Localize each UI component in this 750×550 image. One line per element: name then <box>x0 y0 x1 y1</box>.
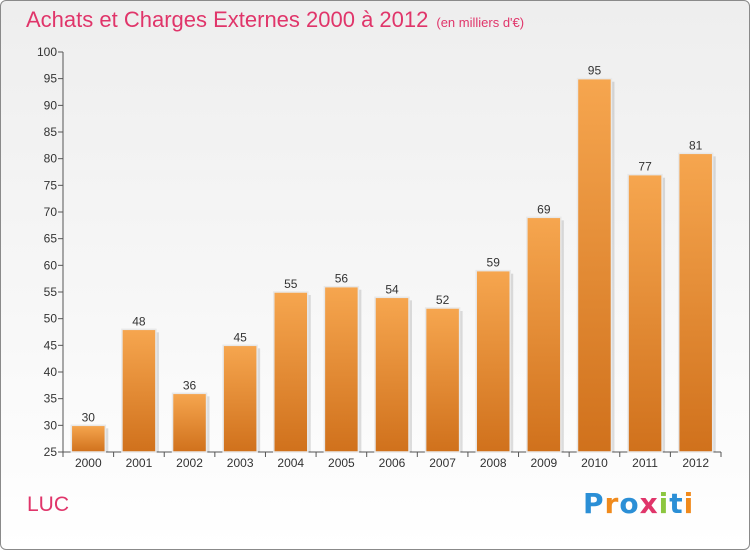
bar-2004 <box>273 291 309 453</box>
chart-value-labels: 30 48 36 45 55 56 54 52 59 69 95 77 81 <box>82 64 703 425</box>
y-tick-label: 70 <box>44 205 58 219</box>
y-tick-label: 25 <box>44 445 58 459</box>
x-tick-label: 2009 <box>530 456 557 470</box>
x-tick-label: 2004 <box>277 456 304 470</box>
x-tick-label: 2010 <box>581 456 608 470</box>
x-tick-label: 2003 <box>227 456 254 470</box>
value-label-2011: 77 <box>638 160 652 174</box>
proxiti-logo: Proxiti <box>583 487 694 520</box>
y-tick-label: 30 <box>44 418 58 432</box>
bar-2008 <box>475 269 511 453</box>
y-tick-label: 90 <box>44 98 58 112</box>
value-label-2010: 95 <box>588 64 602 78</box>
y-tick-label: 95 <box>44 72 58 86</box>
y-tick-label: 80 <box>44 152 58 166</box>
y-tick-label: 65 <box>44 232 58 246</box>
bar-2009 <box>526 216 562 453</box>
y-tick-label: 50 <box>44 312 58 326</box>
x-tick-label: 2000 <box>75 456 102 470</box>
x-tick-label: 2002 <box>176 456 203 470</box>
value-label-2003: 45 <box>233 330 247 344</box>
value-label-2009: 69 <box>537 202 551 216</box>
chart-title-text: Achats et Charges Externes 2000 à 2012 <box>26 7 429 32</box>
logo-letter: t <box>669 487 684 520</box>
bar-2012 <box>677 152 714 453</box>
chart-axes: 25 30 35 40 45 50 55 60 65 70 75 80 85 90 95 100 2000 200… <box>37 45 722 470</box>
bar-2010 <box>576 77 613 453</box>
x-tick-label: 2005 <box>328 456 355 470</box>
bar-2001 <box>121 328 157 453</box>
bar-2007 <box>424 307 461 453</box>
value-label-2000: 30 <box>82 410 96 424</box>
x-tick-label: 2006 <box>379 456 406 470</box>
value-label-2005: 56 <box>335 272 349 286</box>
logo-letter: i <box>683 487 695 520</box>
bar-2006 <box>374 296 410 453</box>
y-tick-label: 85 <box>44 125 58 139</box>
value-label-2006: 54 <box>385 282 399 296</box>
y-tick-label: 35 <box>44 392 58 406</box>
value-label-2001: 48 <box>132 314 146 328</box>
x-tick-label: 2008 <box>480 456 507 470</box>
bar-2011 <box>627 173 663 453</box>
logo-letter: P <box>583 487 605 520</box>
x-tick-label: 2007 <box>429 456 456 470</box>
bar-2005 <box>323 285 360 453</box>
logo-letter: x <box>639 487 659 520</box>
logo-letter: o <box>619 487 640 520</box>
commune-name: LUC <box>27 493 70 516</box>
value-label-2002: 36 <box>183 378 197 392</box>
chart-subtitle: (en milliers d'€) <box>436 15 525 30</box>
y-tick-label: 100 <box>37 45 57 59</box>
chart-title: Achats et Charges Externes 2000 à 2012 (e… <box>26 7 524 33</box>
y-tick-label: 55 <box>44 285 58 299</box>
y-tick-label: 60 <box>44 258 58 272</box>
bar-2000 <box>70 424 107 453</box>
value-label-2008: 59 <box>487 256 501 270</box>
y-tick-label: 75 <box>44 178 58 192</box>
value-label-2007: 52 <box>436 293 450 307</box>
value-label-2012: 81 <box>689 138 703 152</box>
logo-letter: i <box>658 487 670 520</box>
y-tick-label: 40 <box>44 365 58 379</box>
x-tick-label: 2001 <box>126 456 153 470</box>
value-label-2004: 55 <box>284 277 298 291</box>
chart-bars <box>70 77 716 453</box>
bar-2002 <box>171 392 208 453</box>
logo-letter: r <box>604 487 620 520</box>
y-tick-label: 45 <box>44 338 58 352</box>
x-tick-label: 2012 <box>682 456 709 470</box>
x-tick-label: 2011 <box>632 456 658 470</box>
bar-2003 <box>222 344 258 453</box>
